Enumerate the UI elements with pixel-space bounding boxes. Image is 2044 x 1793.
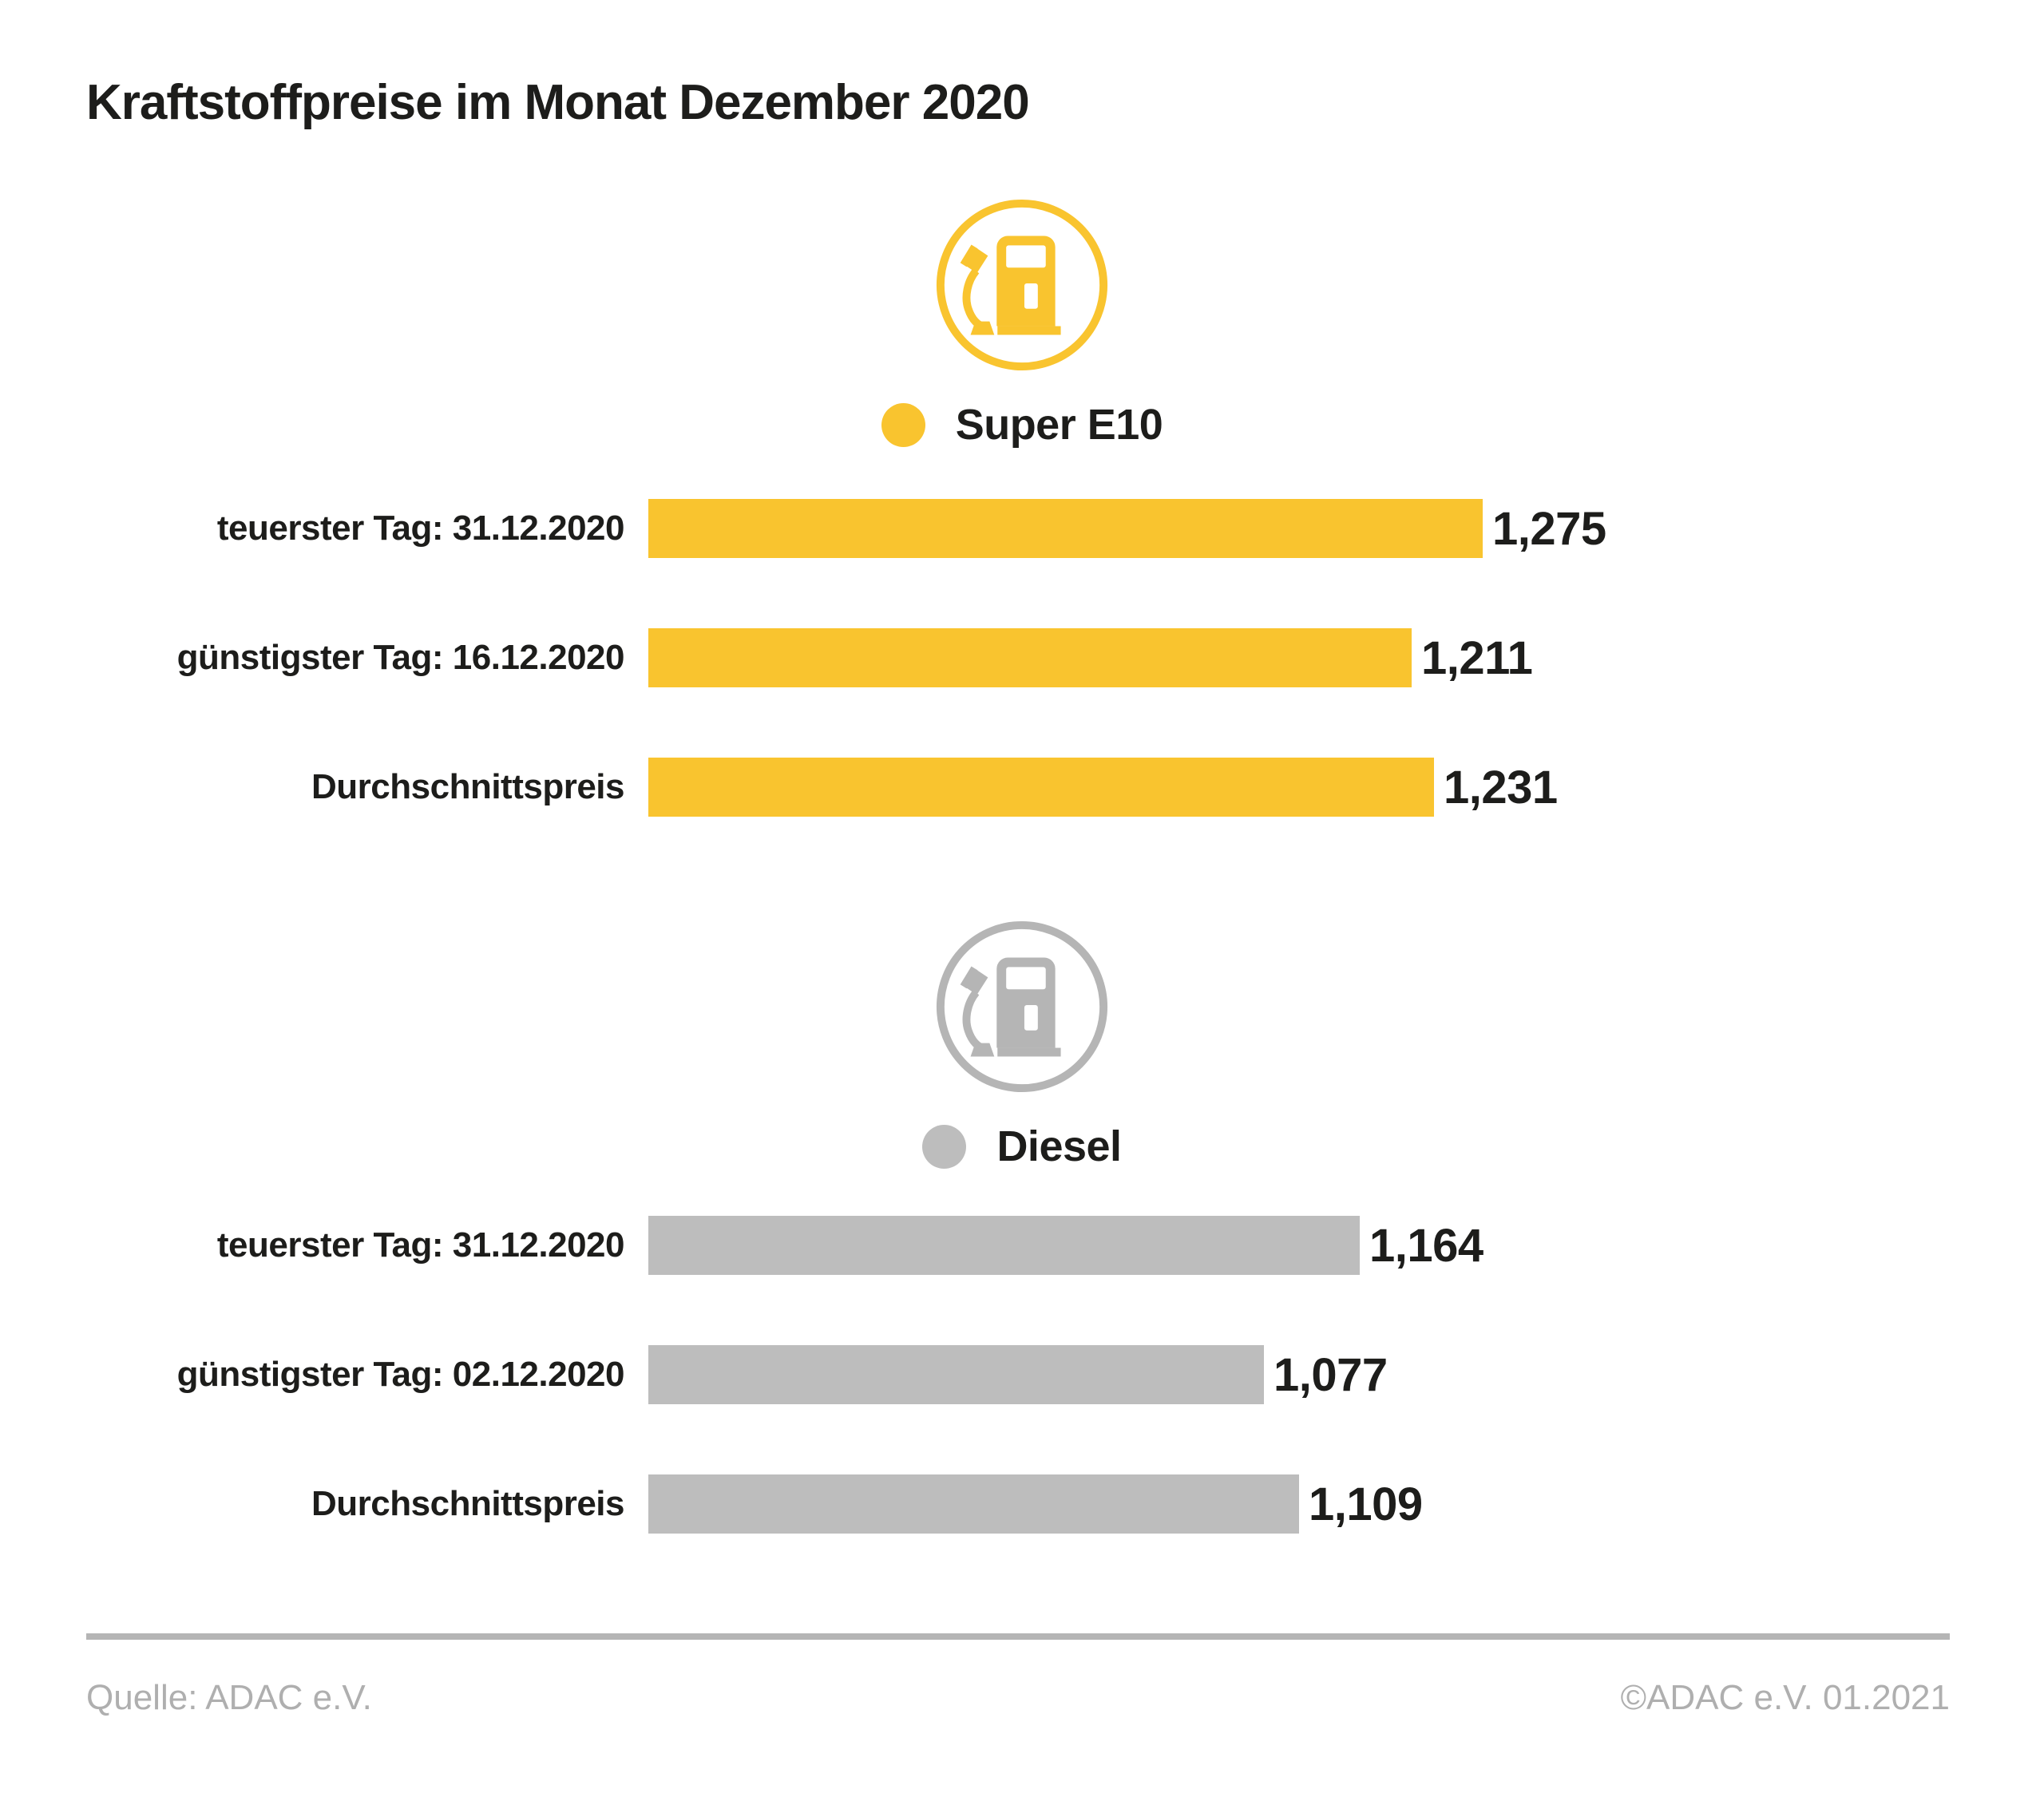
bar-row: Durchschnittspreis 1,109 [0,1474,2044,1534]
fuel-pump-icon [931,916,1113,1098]
bar-row: teuerster Tag: 31.12.2020 1,164 [0,1216,2044,1276]
copyright-note: ©ADAC e.V. 01.2021 [1620,1678,1950,1718]
bar-label: teuerster Tag: 31.12.2020 [216,509,625,548]
bar-group-diesel: teuerster Tag: 31.12.2020 1,164 günstigs… [0,1216,2044,1534]
bar [648,1474,1299,1534]
footer: Quelle: ADAC e.V. ©ADAC e.V. 01.2021 [86,1678,1950,1718]
bar-value: 1,275 [1492,502,1606,555]
legend-dot-diesel [922,1124,967,1169]
bar-value: 1,211 [1421,631,1533,684]
section-diesel: Diesel teuerster Tag: 31.12.2020 1,164 g… [0,916,2044,1534]
bar-value: 1,077 [1274,1348,1388,1401]
legend-label-super-e10: Super E10 [955,401,1163,449]
page-title: Kraftstoffpreise im Monat Dezember 2020 [86,75,1030,130]
bar [648,1216,1360,1276]
bar [648,499,1483,559]
legend-dot-super-e10 [881,402,925,447]
bar-group-super-e10: teuerster Tag: 31.12.2020 1,275 günstigs… [0,499,2044,817]
bar-row: Durchschnittspreis 1,231 [0,758,2044,817]
bar [648,628,1412,688]
bar-label: Durchschnittspreis [311,1484,624,1524]
source-note: Quelle: ADAC e.V. [86,1678,372,1718]
legend-super-e10: Super E10 [0,400,2044,449]
bar-row: günstigster Tag: 02.12.2020 1,077 [0,1345,2044,1405]
bar-value: 1,231 [1444,761,1558,813]
fuel-pump-icon [931,194,1113,376]
section-super-e10: Super E10 teuerster Tag: 31.12.2020 1,27… [0,194,2044,817]
bar-label: Durchschnittspreis [311,767,624,807]
bar-label: günstigster Tag: 16.12.2020 [176,638,625,678]
bar-row: teuerster Tag: 31.12.2020 1,275 [0,499,2044,559]
bar-row: günstigster Tag: 16.12.2020 1,211 [0,628,2044,688]
bar [648,1345,1264,1405]
footer-divider [86,1633,1950,1641]
bar [648,758,1434,817]
bar-label: teuerster Tag: 31.12.2020 [216,1225,625,1265]
legend-label-diesel: Diesel [996,1122,1122,1171]
bar-label: günstigster Tag: 02.12.2020 [176,1355,625,1395]
bar-value: 1,164 [1369,1219,1483,1272]
bar-value: 1,109 [1309,1478,1423,1530]
legend-diesel: Diesel [0,1122,2044,1171]
